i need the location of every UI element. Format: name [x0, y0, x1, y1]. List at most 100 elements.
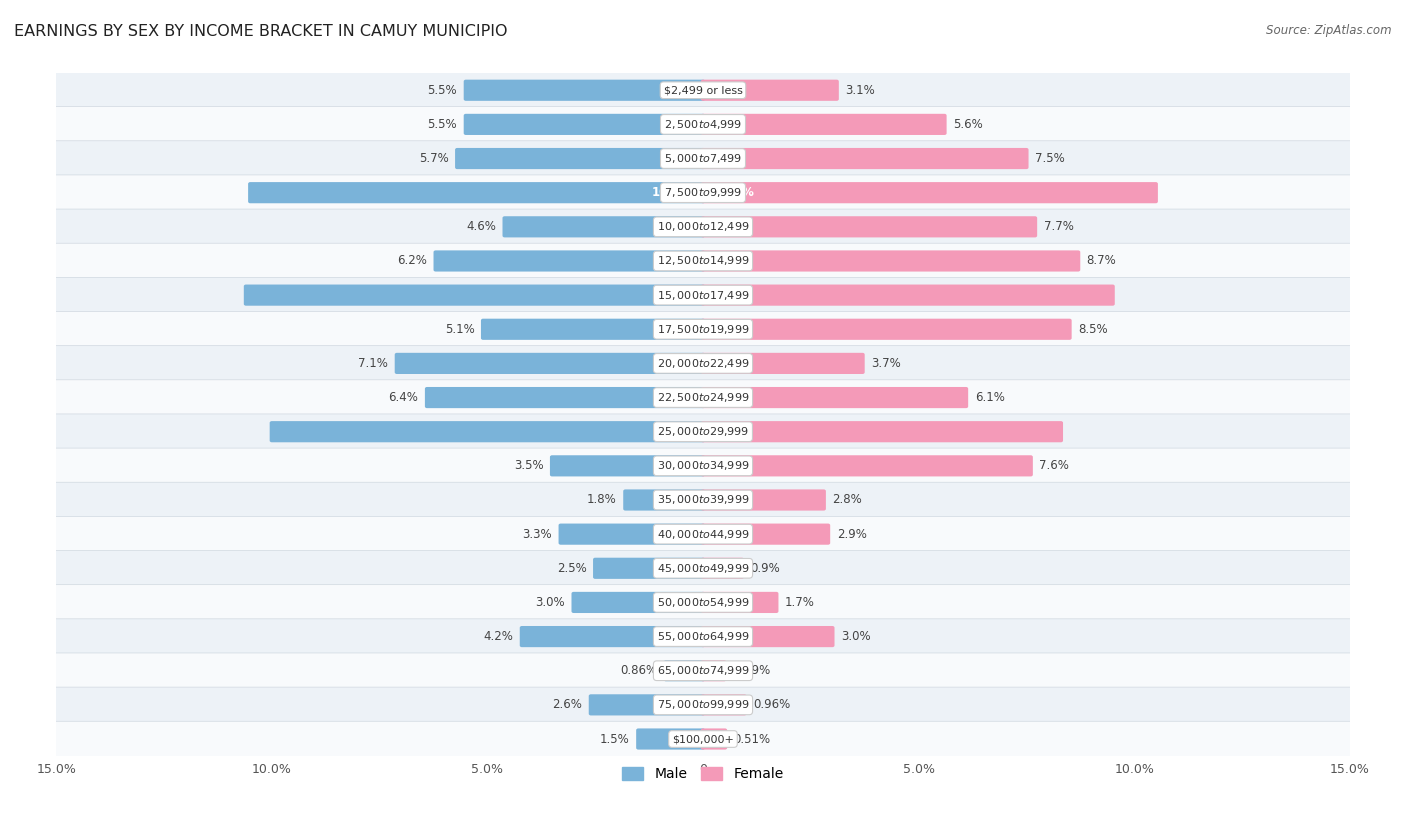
FancyBboxPatch shape	[700, 728, 727, 750]
Text: 6.4%: 6.4%	[388, 391, 419, 404]
FancyBboxPatch shape	[247, 182, 706, 203]
Text: 10.5%: 10.5%	[714, 186, 755, 199]
FancyBboxPatch shape	[55, 72, 1351, 108]
FancyBboxPatch shape	[55, 653, 1351, 689]
FancyBboxPatch shape	[481, 319, 706, 340]
FancyBboxPatch shape	[464, 114, 706, 135]
Text: 3.3%: 3.3%	[523, 528, 553, 541]
Text: 3.7%: 3.7%	[872, 357, 901, 370]
FancyBboxPatch shape	[55, 209, 1351, 245]
FancyBboxPatch shape	[700, 524, 830, 545]
FancyBboxPatch shape	[55, 346, 1351, 381]
FancyBboxPatch shape	[571, 592, 706, 613]
FancyBboxPatch shape	[700, 285, 1115, 306]
FancyBboxPatch shape	[636, 728, 706, 750]
Text: 0.49%: 0.49%	[733, 664, 770, 677]
Text: 8.7%: 8.7%	[1087, 254, 1116, 267]
FancyBboxPatch shape	[700, 148, 1029, 169]
FancyBboxPatch shape	[55, 277, 1351, 313]
Text: 10.6%: 10.6%	[651, 289, 692, 302]
Text: 2.5%: 2.5%	[557, 562, 586, 575]
Text: 6.2%: 6.2%	[396, 254, 427, 267]
Text: 10.0%: 10.0%	[651, 425, 692, 438]
FancyBboxPatch shape	[55, 516, 1351, 552]
Text: $50,000 to $54,999: $50,000 to $54,999	[657, 596, 749, 609]
Text: 1.5%: 1.5%	[600, 733, 630, 746]
Text: $17,500 to $19,999: $17,500 to $19,999	[657, 323, 749, 336]
Text: $65,000 to $74,999: $65,000 to $74,999	[657, 664, 749, 677]
Text: 5.5%: 5.5%	[427, 118, 457, 131]
FancyBboxPatch shape	[55, 107, 1351, 142]
FancyBboxPatch shape	[55, 414, 1351, 450]
Text: 7.6%: 7.6%	[1039, 459, 1069, 472]
FancyBboxPatch shape	[593, 558, 706, 579]
FancyBboxPatch shape	[700, 558, 744, 579]
FancyBboxPatch shape	[270, 421, 706, 442]
Text: $22,500 to $24,999: $22,500 to $24,999	[657, 391, 749, 404]
FancyBboxPatch shape	[700, 182, 1159, 203]
FancyBboxPatch shape	[55, 482, 1351, 518]
FancyBboxPatch shape	[550, 455, 706, 476]
FancyBboxPatch shape	[623, 489, 706, 511]
Text: 5.6%: 5.6%	[953, 118, 983, 131]
FancyBboxPatch shape	[700, 353, 865, 374]
FancyBboxPatch shape	[700, 694, 747, 715]
Text: $35,000 to $39,999: $35,000 to $39,999	[657, 493, 749, 506]
Text: $30,000 to $34,999: $30,000 to $34,999	[657, 459, 749, 472]
Legend: Male, Female: Male, Female	[617, 762, 789, 787]
FancyBboxPatch shape	[700, 387, 969, 408]
FancyBboxPatch shape	[700, 319, 1071, 340]
FancyBboxPatch shape	[558, 524, 706, 545]
Text: 3.0%: 3.0%	[841, 630, 870, 643]
Text: 8.3%: 8.3%	[714, 425, 747, 438]
Text: 7.5%: 7.5%	[1035, 152, 1064, 165]
Text: 4.2%: 4.2%	[484, 630, 513, 643]
Text: 0.51%: 0.51%	[734, 733, 770, 746]
FancyBboxPatch shape	[55, 585, 1351, 620]
FancyBboxPatch shape	[700, 250, 1080, 272]
FancyBboxPatch shape	[55, 141, 1351, 176]
FancyBboxPatch shape	[55, 550, 1351, 586]
FancyBboxPatch shape	[55, 311, 1351, 347]
Text: $15,000 to $17,499: $15,000 to $17,499	[657, 289, 749, 302]
FancyBboxPatch shape	[425, 387, 706, 408]
Text: $25,000 to $29,999: $25,000 to $29,999	[657, 425, 749, 438]
Text: $5,000 to $7,499: $5,000 to $7,499	[664, 152, 742, 165]
FancyBboxPatch shape	[700, 660, 727, 681]
Text: 0.86%: 0.86%	[620, 664, 657, 677]
FancyBboxPatch shape	[55, 721, 1351, 757]
FancyBboxPatch shape	[243, 285, 706, 306]
FancyBboxPatch shape	[700, 421, 1063, 442]
FancyBboxPatch shape	[55, 243, 1351, 279]
Text: 6.1%: 6.1%	[974, 391, 1004, 404]
Text: 5.7%: 5.7%	[419, 152, 449, 165]
Text: 2.8%: 2.8%	[832, 493, 862, 506]
Text: 8.5%: 8.5%	[1078, 323, 1108, 336]
Text: EARNINGS BY SEX BY INCOME BRACKET IN CAMUY MUNICIPIO: EARNINGS BY SEX BY INCOME BRACKET IN CAM…	[14, 24, 508, 39]
Text: $2,500 to $4,999: $2,500 to $4,999	[664, 118, 742, 131]
FancyBboxPatch shape	[55, 687, 1351, 723]
FancyBboxPatch shape	[700, 80, 839, 101]
Text: 10.5%: 10.5%	[651, 186, 692, 199]
Text: 5.5%: 5.5%	[427, 84, 457, 97]
FancyBboxPatch shape	[664, 660, 706, 681]
Text: Source: ZipAtlas.com: Source: ZipAtlas.com	[1267, 24, 1392, 37]
FancyBboxPatch shape	[700, 216, 1038, 237]
Text: 1.8%: 1.8%	[588, 493, 617, 506]
Text: 5.1%: 5.1%	[444, 323, 474, 336]
FancyBboxPatch shape	[589, 694, 706, 715]
FancyBboxPatch shape	[700, 626, 835, 647]
Text: 3.0%: 3.0%	[536, 596, 565, 609]
Text: 1.7%: 1.7%	[785, 596, 815, 609]
Text: $10,000 to $12,499: $10,000 to $12,499	[657, 220, 749, 233]
Text: 0.9%: 0.9%	[751, 562, 780, 575]
Text: 2.6%: 2.6%	[553, 698, 582, 711]
Text: $45,000 to $49,999: $45,000 to $49,999	[657, 562, 749, 575]
Text: $100,000+: $100,000+	[672, 734, 734, 744]
FancyBboxPatch shape	[502, 216, 706, 237]
FancyBboxPatch shape	[700, 592, 779, 613]
Text: $2,499 or less: $2,499 or less	[664, 85, 742, 95]
FancyBboxPatch shape	[55, 448, 1351, 484]
Text: 9.5%: 9.5%	[714, 289, 747, 302]
FancyBboxPatch shape	[520, 626, 706, 647]
